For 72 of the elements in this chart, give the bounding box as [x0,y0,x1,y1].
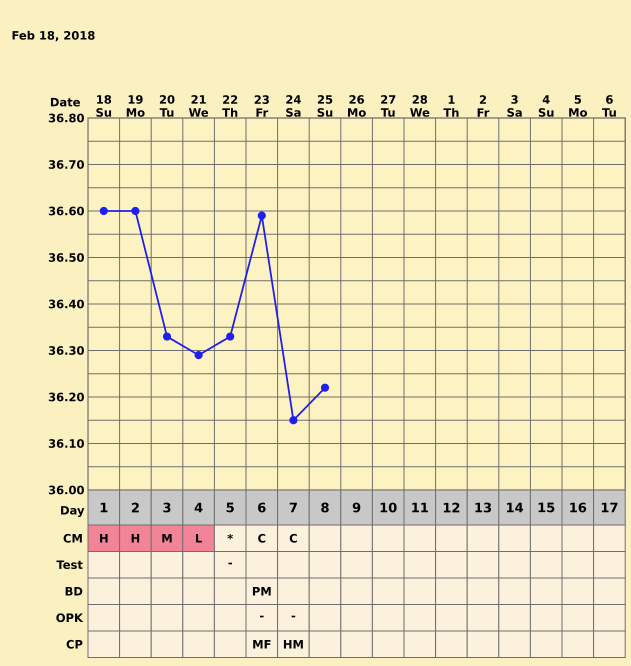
y-tick-label: 36.80 [48,114,84,122]
x-tick-label: 9 [352,502,360,512]
x-axis-title: Day [61,506,84,517]
text: * [227,534,233,540]
x-tick-label: 6 Tu [602,95,616,117]
y-tick-label: 36.00 [48,486,84,494]
x-tick-label: 20 Tu [160,95,174,117]
text: L [196,534,202,542]
point [100,206,108,216]
y-tick-label: OPK [56,613,84,622]
x-tick-label: 1 Th [443,95,459,117]
x-tick-label: 23 Fr [254,95,269,117]
x-tick-label: 1 [100,502,108,512]
x-tick-label: 18 Su [96,95,112,117]
text: - [228,562,232,564]
x-tick-label: 21 We [188,95,208,117]
y-tick-label: Test [56,560,83,570]
text: C [290,534,297,543]
text: PM [252,587,271,596]
x-tick-label: 16 [570,502,586,512]
x-axis-title: Date [50,98,80,106]
chart-title: Feb 18, 2018 [12,30,95,42]
x-tick-label: 10 [380,502,397,512]
x-tick-label: 24 Sa [286,95,301,117]
text: HM [284,640,303,648]
y-tick-label: 36.20 [48,392,84,402]
x-tick-label: 2 Fr [478,95,490,117]
x-tick-label: 11 [412,502,428,512]
point [226,332,234,341]
y-tick-label: CM [64,534,82,543]
point [131,206,140,216]
y-tick-label: 36.60 [48,206,84,216]
x-tick-label: 4 [194,502,203,512]
x-tick-label: 8 [321,502,329,512]
point [162,332,172,341]
x-tick-label: 26 Mo [348,95,366,117]
x-tick-label: 5 Mo [569,95,587,117]
x-tick-label: 13 [475,502,492,512]
y-tick-label: 36.40 [48,300,84,308]
y-tick-label: BD [66,587,82,596]
text: - [292,616,296,618]
text: H [100,534,108,542]
x-tick-label: 17 [602,502,618,512]
x-tick-label: 7 [290,502,297,512]
x-tick-label: 6 [258,502,266,512]
x-tick-label: 25 Su [318,95,332,117]
text: - [260,616,264,618]
y-tick-label: 36.10 [48,439,84,448]
x-tick-label: 27 Tu [380,95,396,117]
x-tick-label: 2 [132,502,139,512]
y-tick-label: 36.70 [48,160,84,169]
x-tick-label: 3 Sa [507,95,522,117]
point [194,351,203,360]
y-tick-label: 36.50 [48,253,84,262]
x-tick-label: 15 [538,502,554,512]
point [258,212,266,220]
x-tick-label: 5 [226,502,234,512]
point [289,416,298,424]
x-tick-label: 19 Mo [126,95,145,117]
x-tick-label: 22 Th [222,95,238,117]
x-tick-label: 4 Su [538,95,554,117]
x-tick-label: 28 We [410,95,430,117]
x-tick-label: 12 [444,502,460,512]
y-tick-label: 36.30 [48,346,84,355]
x-tick-label: 14 [507,502,524,512]
x-tick-label: 3 [163,502,170,512]
text: M [162,534,172,542]
text: MF [253,640,270,648]
y-tick-label: CP [66,640,82,649]
text: C [258,534,266,543]
point [320,384,330,392]
text: H [132,534,140,542]
